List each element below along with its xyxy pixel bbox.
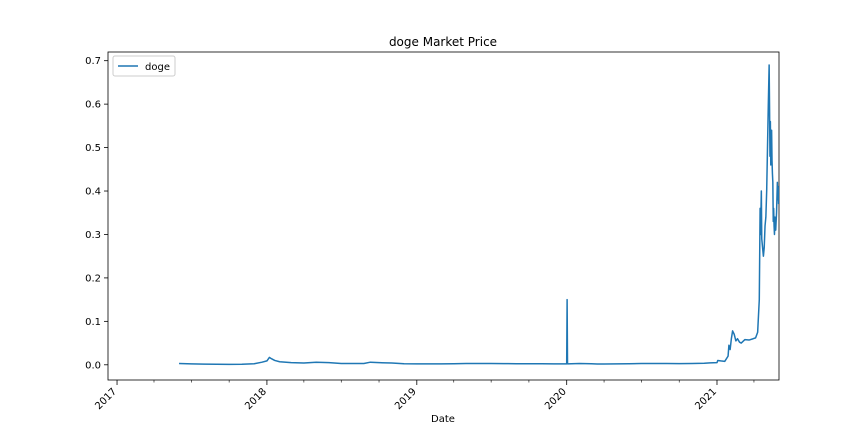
y-tick-label: 0.0 bbox=[85, 360, 101, 371]
y-tick-label: 0.2 bbox=[85, 273, 101, 284]
x-tick-label: 2018 bbox=[243, 386, 269, 412]
x-tick-label: 2021 bbox=[693, 386, 719, 412]
y-tick-label: 0.7 bbox=[85, 56, 101, 67]
y-tick-label: 0.3 bbox=[85, 230, 101, 241]
legend-box bbox=[112, 55, 176, 77]
series-layer bbox=[179, 64, 779, 366]
y-tick-label: 0.5 bbox=[85, 143, 101, 154]
legend: doge bbox=[112, 55, 176, 77]
y-tick-label: 0.6 bbox=[85, 100, 101, 111]
plot-area bbox=[107, 51, 780, 381]
legend-label: doge bbox=[145, 62, 170, 73]
x-tick-label: 2017 bbox=[93, 386, 119, 412]
y-tick-label: 0.1 bbox=[85, 317, 101, 328]
x-axis: 2017 2018 2019 2020 2021 bbox=[93, 380, 755, 412]
y-tick-label: 0.4 bbox=[85, 187, 101, 198]
series-line-doge bbox=[179, 64, 779, 366]
x-tick-label: 2020 bbox=[543, 386, 569, 412]
x-tick-label: 2019 bbox=[393, 386, 419, 412]
chart-title: doge Market Price bbox=[389, 35, 497, 49]
y-axis: 0.0 0.1 0.2 0.3 0.4 0.5 0.6 0.7 bbox=[85, 56, 108, 371]
x-axis-label: Date bbox=[431, 414, 455, 425]
